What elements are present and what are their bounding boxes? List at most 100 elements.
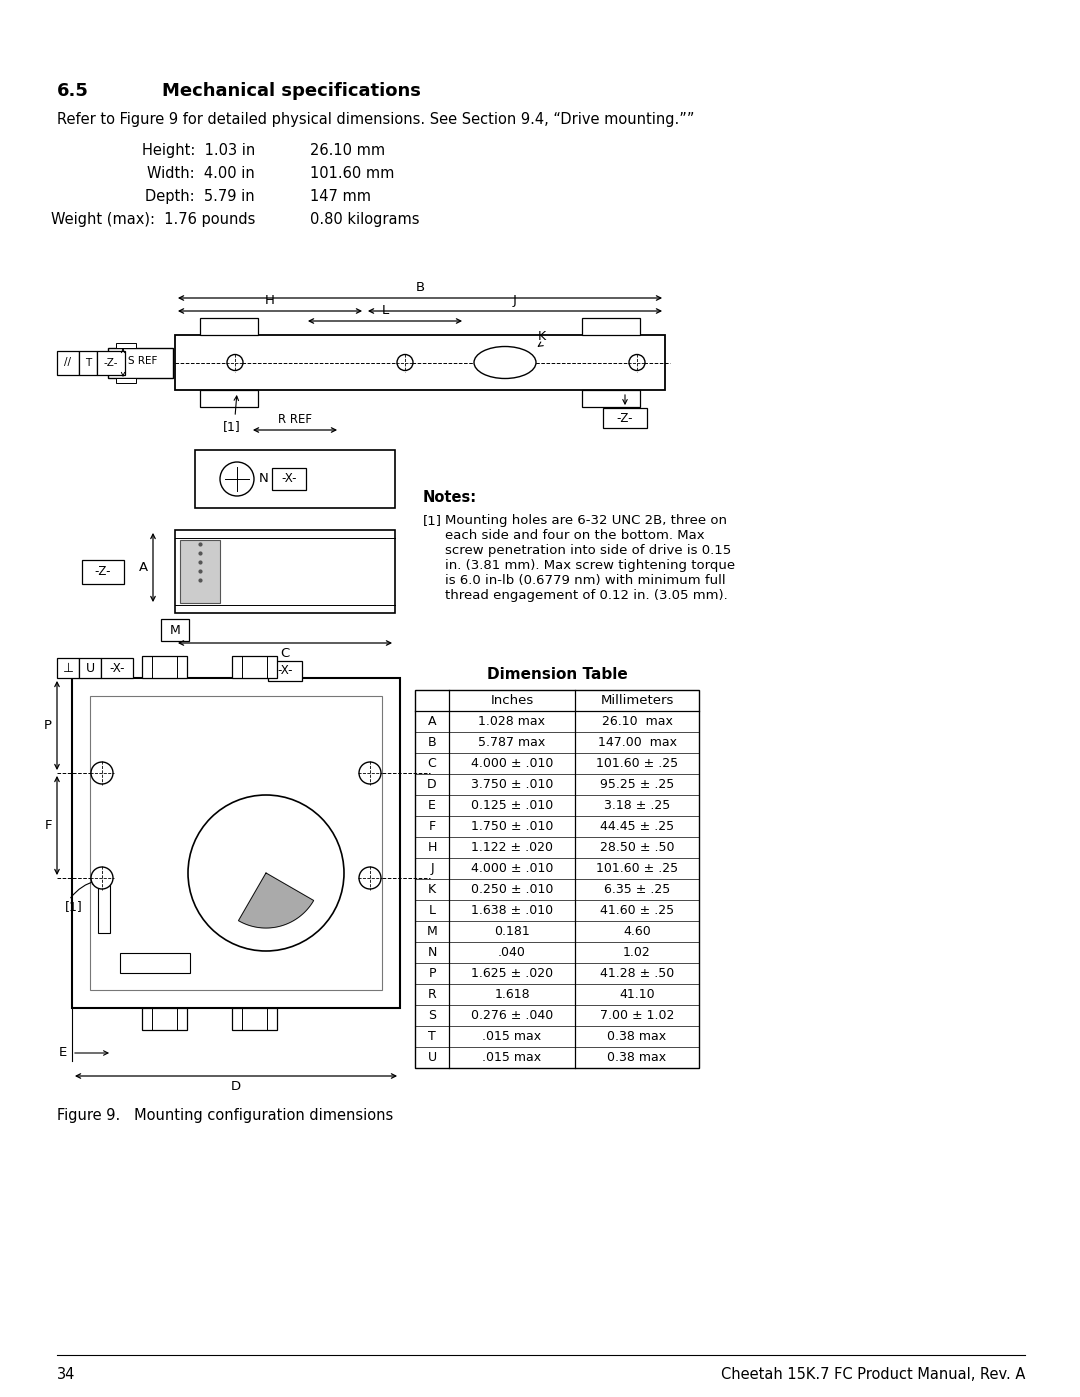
Text: Weight (max):  1.76 pounds: Weight (max): 1.76 pounds — [51, 212, 255, 226]
Text: P: P — [429, 967, 435, 981]
Bar — [98, 877, 110, 933]
Text: M: M — [170, 623, 180, 637]
Text: 26.10  max: 26.10 max — [602, 715, 673, 728]
Text: F: F — [44, 819, 52, 833]
Text: -Z-: -Z- — [104, 358, 118, 367]
Text: 0.80 kilograms: 0.80 kilograms — [310, 212, 419, 226]
Text: 0.276 ± .040: 0.276 ± .040 — [471, 1009, 553, 1023]
Circle shape — [91, 761, 113, 784]
Text: C: C — [428, 757, 436, 770]
Text: U: U — [428, 1051, 436, 1065]
Text: 28.50 ± .50: 28.50 ± .50 — [599, 841, 674, 854]
Text: T: T — [85, 358, 91, 367]
Text: Dimension Table: Dimension Table — [487, 666, 627, 682]
Bar — [57, 658, 79, 678]
Bar — [79, 658, 102, 678]
Text: B: B — [428, 736, 436, 749]
Text: J: J — [513, 293, 517, 307]
Text: 0.125 ± .010: 0.125 ± .010 — [471, 799, 553, 812]
Text: 1.02: 1.02 — [623, 946, 651, 958]
Text: 147 mm: 147 mm — [310, 189, 372, 204]
Text: Width:  4.00 in: Width: 4.00 in — [147, 166, 255, 182]
Bar — [79, 351, 97, 374]
Text: 5.787 max: 5.787 max — [478, 736, 545, 749]
Bar — [108, 348, 173, 377]
Text: 147.00  max: 147.00 max — [597, 736, 676, 749]
Text: 1.625 ± .020: 1.625 ± .020 — [471, 967, 553, 981]
Text: 95.25 ± .25: 95.25 ± .25 — [599, 778, 674, 791]
Text: H: H — [428, 841, 436, 854]
Text: R REF: R REF — [278, 414, 312, 426]
Text: S REF: S REF — [129, 355, 158, 366]
Text: A: A — [139, 562, 148, 574]
Text: 4.60: 4.60 — [623, 925, 651, 937]
Text: L: L — [381, 305, 389, 317]
Text: 34: 34 — [57, 1368, 76, 1382]
Bar — [72, 678, 400, 1009]
Text: .015 max: .015 max — [483, 1051, 541, 1065]
Text: 41.10: 41.10 — [619, 988, 654, 1002]
Circle shape — [91, 868, 113, 888]
Text: Figure 9.   Mounting configuration dimensions: Figure 9. Mounting configuration dimensi… — [57, 1108, 393, 1123]
Text: Notes:: Notes: — [423, 490, 477, 504]
Text: .015 max: .015 max — [483, 1030, 541, 1044]
Bar — [232, 657, 276, 678]
Bar — [415, 690, 699, 1067]
Text: C: C — [281, 647, 289, 659]
Text: 26.10 mm: 26.10 mm — [310, 142, 386, 158]
Text: 101.60 mm: 101.60 mm — [310, 166, 394, 182]
Circle shape — [188, 795, 345, 951]
Bar — [200, 390, 258, 407]
Bar — [582, 319, 640, 335]
Bar — [603, 408, 647, 427]
Circle shape — [359, 868, 381, 888]
Text: B: B — [416, 281, 424, 293]
Text: Height:  1.03 in: Height: 1.03 in — [141, 142, 255, 158]
Bar — [141, 1009, 187, 1030]
Ellipse shape — [474, 346, 536, 379]
Bar — [268, 661, 302, 680]
Text: L: L — [429, 904, 435, 916]
Text: Refer to Figure 9 for detailed physical dimensions. See Section 9.4, “Drive moun: Refer to Figure 9 for detailed physical … — [57, 112, 694, 127]
Text: Inches: Inches — [490, 694, 534, 707]
Text: -X-: -X- — [281, 472, 297, 486]
Text: [1]: [1] — [423, 514, 442, 527]
Text: 7.00 ± 1.02: 7.00 ± 1.02 — [599, 1009, 674, 1023]
Bar — [116, 342, 136, 348]
Bar — [116, 377, 136, 383]
Text: [1]: [1] — [65, 900, 83, 914]
Text: T: T — [428, 1030, 436, 1044]
Text: R: R — [428, 988, 436, 1002]
Text: 0.38 max: 0.38 max — [607, 1030, 666, 1044]
Bar — [141, 657, 187, 678]
Text: 3.750 ± .010: 3.750 ± .010 — [471, 778, 553, 791]
Bar — [57, 351, 79, 374]
Text: 0.38 max: 0.38 max — [607, 1051, 666, 1065]
Bar — [272, 468, 306, 490]
Bar — [90, 696, 382, 990]
Text: -X-: -X- — [109, 662, 125, 675]
Text: ⊥: ⊥ — [63, 662, 73, 675]
Circle shape — [397, 355, 413, 370]
Text: K: K — [538, 330, 546, 342]
Text: 44.45 ± .25: 44.45 ± .25 — [599, 820, 674, 833]
Circle shape — [220, 462, 254, 496]
Text: .040: .040 — [498, 946, 526, 958]
Text: -X-: -X- — [278, 665, 293, 678]
Text: 0.181: 0.181 — [495, 925, 530, 937]
Text: A: A — [428, 715, 436, 728]
Bar — [102, 658, 133, 678]
Text: 4.000 ± .010: 4.000 ± .010 — [471, 757, 553, 770]
Text: 1.618: 1.618 — [495, 988, 530, 1002]
Text: Depth:  5.79 in: Depth: 5.79 in — [146, 189, 255, 204]
Bar — [232, 1009, 276, 1030]
Text: 41.60 ± .25: 41.60 ± .25 — [599, 904, 674, 916]
Bar — [200, 319, 258, 335]
Text: N: N — [259, 472, 269, 486]
Text: K: K — [428, 883, 436, 895]
Text: P: P — [44, 719, 52, 732]
Text: M: M — [427, 925, 437, 937]
Text: 6.5: 6.5 — [57, 82, 89, 101]
Text: -Z-: -Z- — [617, 412, 633, 425]
Polygon shape — [239, 873, 313, 928]
